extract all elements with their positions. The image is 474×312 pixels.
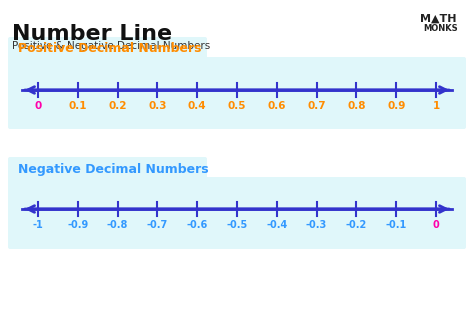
Text: 0.4: 0.4 [188, 101, 207, 111]
Text: 0.6: 0.6 [267, 101, 286, 111]
Text: Negative Decimal Numbers: Negative Decimal Numbers [18, 163, 209, 175]
Text: 0.8: 0.8 [347, 101, 365, 111]
Text: -0.2: -0.2 [346, 220, 367, 230]
Text: -0.4: -0.4 [266, 220, 287, 230]
Text: Positive Decimal Numbers: Positive Decimal Numbers [18, 42, 201, 56]
Text: -0.8: -0.8 [107, 220, 128, 230]
FancyBboxPatch shape [8, 177, 466, 249]
FancyBboxPatch shape [8, 37, 207, 61]
Text: 0.2: 0.2 [109, 101, 127, 111]
Text: Number Line: Number Line [12, 24, 172, 44]
Text: -0.6: -0.6 [187, 220, 208, 230]
Text: 0.3: 0.3 [148, 101, 167, 111]
Text: 0: 0 [433, 220, 439, 230]
Text: 1: 1 [432, 101, 439, 111]
FancyBboxPatch shape [8, 157, 207, 181]
Text: M▲TH: M▲TH [420, 14, 456, 24]
Text: 0: 0 [35, 101, 42, 111]
Text: 0.7: 0.7 [307, 101, 326, 111]
Text: -0.5: -0.5 [227, 220, 247, 230]
Text: MONKS: MONKS [423, 24, 457, 33]
Text: 0.5: 0.5 [228, 101, 246, 111]
Text: -0.7: -0.7 [147, 220, 168, 230]
Text: -0.9: -0.9 [67, 220, 89, 230]
Text: -0.3: -0.3 [306, 220, 327, 230]
Text: 0.1: 0.1 [69, 101, 87, 111]
Text: 0.9: 0.9 [387, 101, 405, 111]
Text: -1: -1 [33, 220, 44, 230]
Text: -0.1: -0.1 [385, 220, 407, 230]
Text: Positive & Negative Decimal Numbers: Positive & Negative Decimal Numbers [12, 41, 210, 51]
FancyBboxPatch shape [8, 57, 466, 129]
